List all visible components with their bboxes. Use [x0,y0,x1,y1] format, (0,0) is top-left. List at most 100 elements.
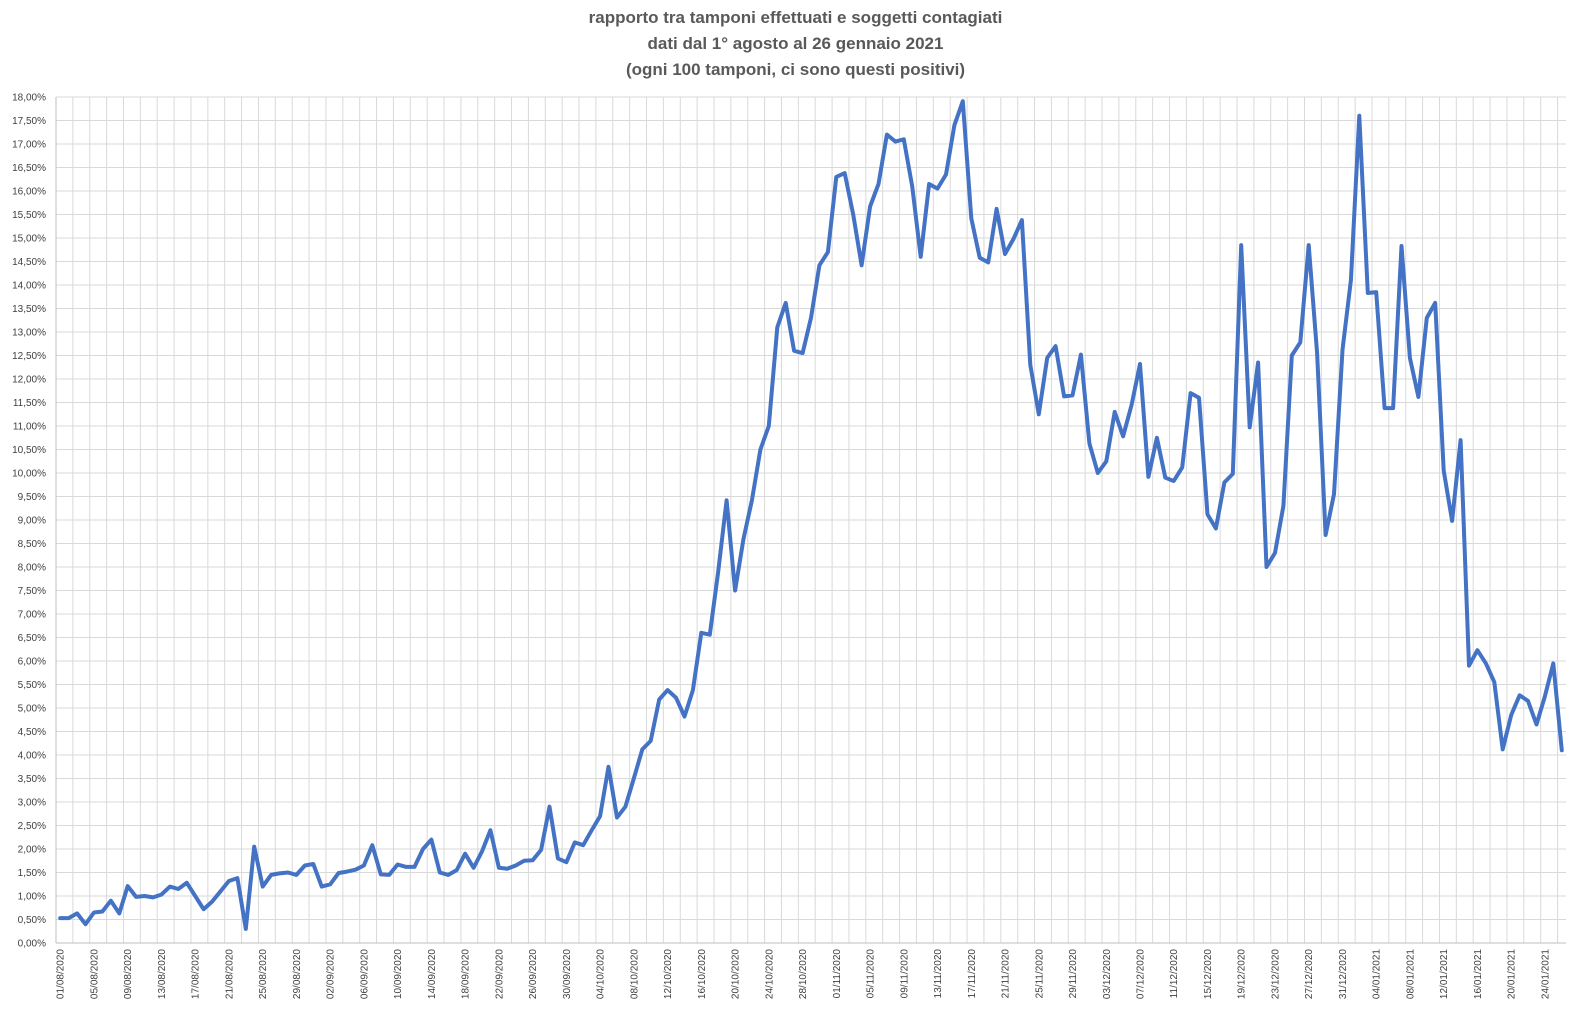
data-point [750,498,754,502]
data-point [1206,512,1210,516]
y-tick-label: 13,00% [12,328,46,339]
x-tick-label: 01/08/2020 [56,949,67,999]
data-point [1121,434,1125,438]
data-point [1214,527,1218,531]
data-point [1366,291,1370,295]
x-tick-label: 23/12/2020 [1270,949,1281,999]
x-tick-label: 10/09/2020 [393,949,404,999]
y-tick-label: 11,50% [13,398,46,409]
x-tick-label: 29/08/2020 [292,949,303,999]
data-point [1298,340,1302,344]
data-point [944,173,948,177]
data-point [733,589,737,593]
y-tick-label: 3,50% [18,774,46,785]
data-point [1383,406,1387,410]
data-point [472,866,476,870]
data-point [1501,747,1505,751]
data-point [1079,353,1083,357]
data-point [235,876,239,880]
data-point [278,871,282,875]
data-point [784,301,788,305]
data-point [531,858,535,862]
data-point [969,216,973,220]
data-point [548,805,552,809]
y-tick-label: 17,00% [12,140,46,151]
data-point [311,862,315,866]
y-tick-label: 5,00% [18,704,46,715]
data-point [1248,425,1252,429]
y-tick-label: 10,50% [12,445,46,456]
y-tick-label: 6,00% [18,657,46,668]
data-point [1273,551,1277,555]
y-tick-label: 14,50% [12,257,46,268]
data-point [1433,301,1437,305]
data-point [404,865,408,869]
data-point [902,137,906,141]
data-point [328,882,332,886]
y-tick-label: 1,50% [18,868,46,879]
x-tick-label: 12/01/2021 [1439,949,1450,999]
x-tick-label: 25/08/2020 [258,949,269,999]
data-point [775,325,779,329]
x-tick-label: 15/12/2020 [1203,949,1214,999]
data-point [1087,441,1091,445]
data-point [261,885,265,889]
data-point [1543,694,1547,698]
data-point [691,688,695,692]
x-tick-label: 25/11/2020 [1034,949,1045,999]
y-tick-label: 15,50% [12,210,46,221]
chart-title-line-3: (ogni 100 tamponi, ci sono questi positi… [625,60,966,79]
data-point [480,849,484,853]
y-tick-label: 15,00% [12,234,46,245]
data-point [219,889,223,893]
data-point [1003,252,1007,256]
data-point [337,871,341,875]
y-tick-label: 10,00% [12,469,46,480]
y-tick-label: 0,00% [18,939,46,950]
data-point [1518,693,1522,697]
data-point [185,881,189,885]
data-point [244,927,248,931]
data-point [564,860,568,864]
y-tick-label: 12,00% [12,375,46,386]
data-point [126,884,130,888]
data-point [1062,394,1066,398]
data-point [708,633,712,637]
data-point [1492,680,1496,684]
data-point [868,205,872,209]
x-tick-label: 09/08/2020 [123,949,134,999]
data-point [885,133,889,137]
data-point [84,922,88,926]
x-tick-label: 24/01/2021 [1540,949,1551,999]
data-point [1045,356,1049,360]
x-tick-label: 18/09/2020 [461,949,472,999]
data-point [961,99,965,103]
data-point [1138,362,1142,366]
x-tick-label: 04/01/2021 [1372,949,1383,999]
data-point [1307,243,1311,247]
data-point [995,207,999,211]
data-point [67,916,71,920]
y-tick-label: 7,00% [18,610,46,621]
data-point [1172,479,1176,483]
data-point [1037,412,1041,416]
x-tick-label: 17/08/2020 [191,949,202,999]
y-tick-label: 5,50% [18,680,46,691]
data-point [657,698,661,702]
data-point [1239,243,1243,247]
data-point [758,448,762,452]
data-point [1374,290,1378,294]
data-point [1054,344,1058,348]
data-point [640,747,644,751]
data-point [1332,492,1336,496]
data-point [1391,406,1395,410]
data-point [488,828,492,832]
y-tick-label: 16,50% [12,163,46,174]
data-point [505,867,509,871]
data-point [615,816,619,820]
data-point [1231,472,1235,476]
x-tick-label: 16/10/2020 [697,949,708,999]
data-point [843,171,847,175]
x-tick-label: 31/12/2020 [1338,949,1349,999]
data-point [1526,699,1530,703]
